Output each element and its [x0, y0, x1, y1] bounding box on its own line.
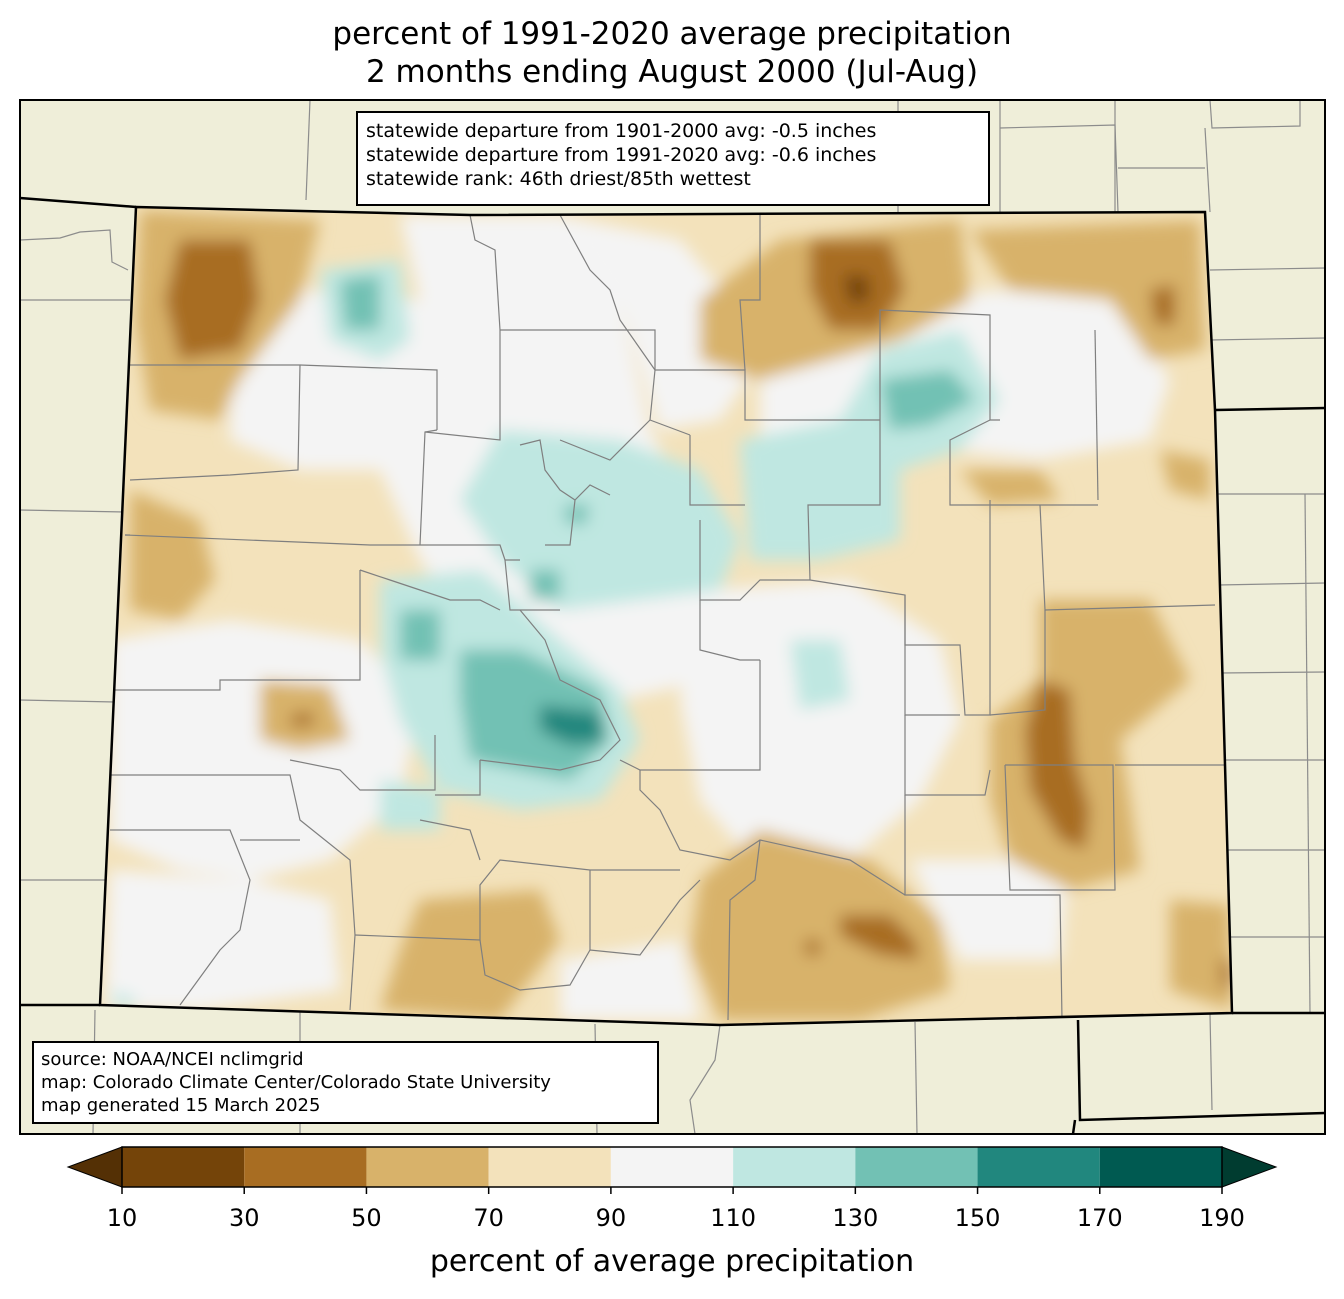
colorbar [66, 1146, 1278, 1194]
colorbar-bin [122, 1147, 245, 1187]
colorbar-tick-label: 30 [228, 1204, 260, 1232]
source-line-1: source: NOAA/NCEI nclimgrid [41, 1049, 304, 1070]
colorbar-tick-label: 110 [710, 1204, 757, 1232]
map-frame [19, 99, 1326, 1135]
colorbar-bin [610, 1147, 734, 1187]
map-title-line1: percent of 1991-2020 average precipitati… [332, 16, 1012, 52]
colorbar-tick-label: 190 [1199, 1204, 1245, 1232]
colorado-boundary [98, 205, 1234, 1027]
colorbar-tick-label: 10 [106, 1204, 138, 1232]
stats-line-3: statewide rank: 46th driest/85th wettest [366, 168, 751, 190]
colorbar-bin [366, 1147, 489, 1187]
colorbar-tick-label: 150 [954, 1204, 1001, 1232]
colorbar-tick-label: 70 [473, 1204, 504, 1232]
stats-line-2: statewide departure from 1991-2020 avg: … [366, 144, 877, 166]
map-title-line2: 2 months ending August 2000 (Jul-Aug) [365, 54, 979, 90]
source-line-2: map: Colorado Climate Center/Colorado St… [41, 1072, 551, 1093]
state-boundaries [19, 196, 1326, 1135]
colorbar-under-arrow [66, 1146, 123, 1188]
colorbar-bin [488, 1147, 611, 1187]
colorbar-outline [121, 1146, 1223, 1188]
colorbar-tick-label: 90 [595, 1204, 627, 1232]
colorbar-tick-label: 130 [832, 1204, 879, 1232]
colorbar-over-arrow [1221, 1146, 1278, 1188]
source-line-3: map generated 15 March 2025 [41, 1095, 321, 1116]
colorbar-tick-label: 50 [351, 1204, 382, 1232]
colorbar-bin [855, 1147, 978, 1187]
colorbar-bin [733, 1147, 856, 1187]
colorbar-bin [1099, 1147, 1222, 1187]
stats-line-1: statewide departure from 1901-2000 avg: … [366, 120, 877, 142]
colorbar-tick-label: 170 [1076, 1204, 1123, 1232]
colorbar-label: percent of average precipitation [429, 1244, 915, 1279]
precipitation-field [100, 207, 1232, 1025]
source-box: source: NOAA/NCEI nclimgrid map: Colorad… [32, 1041, 659, 1124]
colorbar-bin [244, 1147, 367, 1187]
statewide-stats-box: statewide departure from 1901-2000 avg: … [356, 111, 990, 206]
county-lines [110, 214, 1225, 1021]
colorbar-bin [977, 1147, 1100, 1187]
